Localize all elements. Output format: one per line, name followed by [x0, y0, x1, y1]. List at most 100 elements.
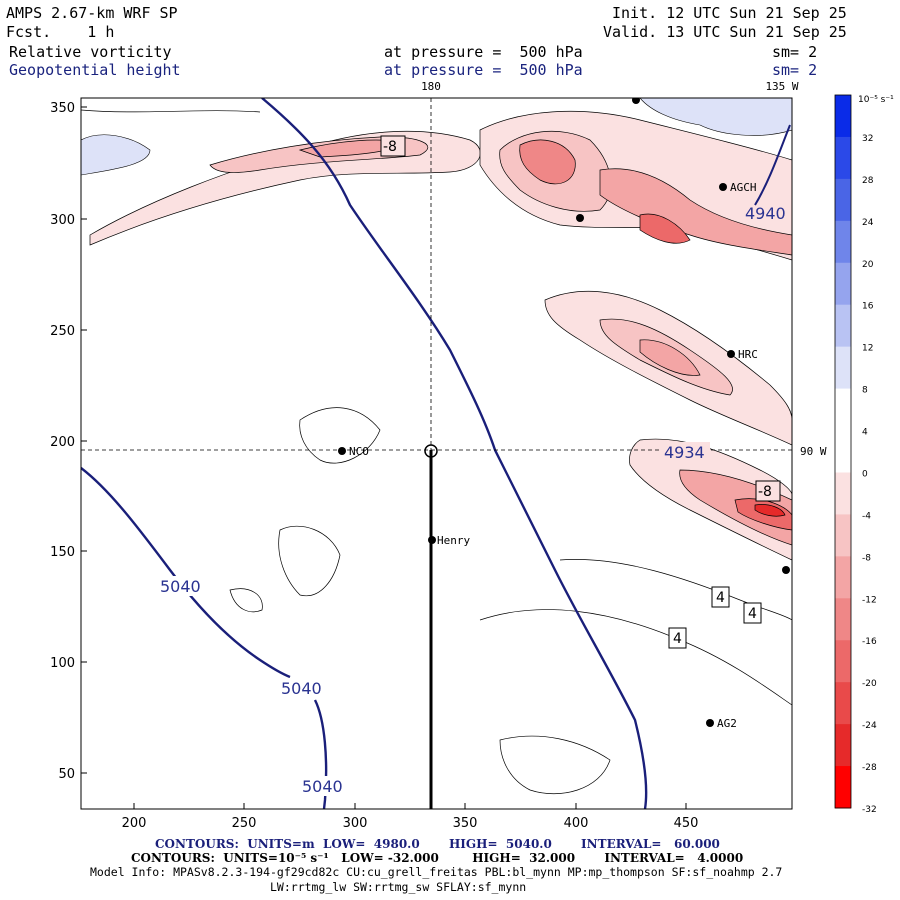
vorticity-label: -8 — [758, 484, 772, 500]
height-label: 5040 — [160, 577, 201, 596]
station-marker — [727, 350, 735, 358]
field1-smoothing: sm= 2 — [772, 43, 818, 61]
colorbar-swatch — [835, 514, 851, 557]
field2-name: Geopotential height — [9, 61, 181, 79]
y-tick-label: 50 — [58, 767, 75, 782]
model-title: AMPS 2.67-km WRF SP — [6, 4, 178, 22]
height-contour — [81, 467, 291, 679]
vorticity-label: -8 — [383, 139, 397, 155]
x-tick-label: 200 — [122, 816, 147, 831]
pole-marker — [424, 444, 438, 458]
colorbar-tick-label: 8 — [862, 386, 868, 396]
x-tick-label: 350 — [453, 816, 478, 831]
colorbar-tick-label: 16 — [862, 302, 874, 312]
lon-label-90w: 90 W — [800, 445, 827, 458]
vorticity-contour — [479, 609, 792, 706]
x-tick-labels: 200 250 300 350 400 450 — [122, 816, 699, 831]
footer-vorticity-contours: CONTOURS: UNITS=10⁻⁵ s⁻¹ LOW= -32.000 HI… — [131, 851, 744, 865]
lon-label-135w: 135 W — [765, 80, 798, 93]
colorbar-tick-label: -20 — [862, 679, 877, 689]
vorticity-negative-region — [639, 213, 691, 244]
plot-frame — [80, 97, 793, 810]
station-label-ag2: AG2 — [717, 717, 737, 730]
vorticity-positive-region — [81, 134, 151, 176]
height-label: 4934 — [664, 443, 705, 462]
y-tick-label: 250 — [50, 324, 75, 339]
lon-label-180: 180 — [421, 80, 441, 93]
footer-radiation-info: LW:rrtmg_lw SW:rrtmg_sw SFLAY:sf_mynn — [270, 880, 527, 894]
vorticity-label: 4 — [673, 631, 682, 647]
x-tick-label: 450 — [674, 816, 699, 831]
colorbar-tick-label: -8 — [862, 553, 871, 563]
x-tick-label: 400 — [564, 816, 589, 831]
color-bar: 32 28 24 20 16 12 8 4 0 -4 -8 -12 -16 -20 -24 -28 -32 — [834, 94, 877, 815]
colorbar-swatch — [835, 178, 851, 222]
colorbar-tick-label: 12 — [862, 344, 873, 354]
vorticity-label: 4 — [748, 606, 757, 622]
vorticity-contour — [499, 735, 611, 795]
station-marker — [782, 566, 790, 574]
colorbar-tick-label: 28 — [862, 176, 874, 186]
vorticity-contour — [81, 109, 261, 113]
vorticity-label: 4 — [716, 590, 725, 606]
field2-level: at pressure = 500 hPa — [384, 61, 583, 79]
vorticity-labels: -8 -8 4 4 4 — [380, 135, 781, 649]
colorbar-swatch — [835, 430, 851, 473]
colorbar-tick-label: -12 — [862, 595, 877, 605]
colorbar-swatch — [835, 136, 851, 180]
colorbar-tick-label: 24 — [862, 218, 874, 228]
vorticity-contour — [278, 525, 341, 597]
vorticity-negative-region — [639, 339, 701, 376]
colorbar-swatch — [835, 346, 851, 390]
colorbar-tick-label: -4 — [862, 511, 871, 521]
field1-level: at pressure = 500 hPa — [384, 43, 583, 61]
colorbar-tick-label: 32 — [862, 134, 873, 144]
colorbar-tick-label: 4 — [862, 428, 868, 438]
colorbar-frame — [834, 94, 852, 809]
init-time: Init. 12 UTC Sun 21 Sep 25 — [612, 4, 847, 22]
station-label-nco: NCO — [349, 445, 369, 458]
vorticity-contour — [229, 588, 263, 613]
colorbar-tick-label: 20 — [862, 260, 874, 270]
colorbar-swatch — [835, 304, 851, 348]
station-marker — [428, 536, 436, 544]
forecast-hour: Fcst. 1 h — [6, 23, 115, 41]
y-tick-label: 100 — [50, 656, 75, 671]
station-label-agch: AGCH — [730, 181, 757, 194]
y-tick-labels: 350 300 250 200 150 100 50 — [50, 101, 75, 782]
colorbar-swatch — [835, 640, 851, 683]
station-label-hrc: HRC — [738, 348, 758, 361]
height-label: 5040 — [281, 679, 322, 698]
station-labels: NCO Henry HRC AGCH AG2 — [349, 181, 758, 730]
y-axis-ticks — [81, 106, 87, 774]
station-marker — [719, 183, 727, 191]
vorticity-negative-region — [754, 504, 786, 517]
x-tick-label: 300 — [343, 816, 368, 831]
station-marker — [576, 214, 584, 222]
footer-height-contours: CONTOURS: UNITS=m LOW= 4980.0 HIGH= 5040… — [155, 837, 720, 851]
map-fields — [81, 98, 792, 809]
colorbar-swatch — [835, 556, 851, 599]
station-marker — [632, 98, 640, 104]
colorbar-swatch — [835, 598, 851, 641]
colorbar-swatch — [835, 220, 851, 264]
colorbar-swatch — [835, 766, 851, 809]
footer-model-info: Model Info: MPASv8.2.3-194-gf29cd82c CU:… — [90, 865, 783, 879]
colorbar-swatch — [835, 724, 851, 767]
y-tick-label: 350 — [50, 101, 75, 116]
x-axis-ticks — [133, 803, 687, 809]
colorbar-tick-label: 0 — [862, 469, 868, 479]
station-marker — [706, 719, 714, 727]
field2-smoothing: sm= 2 — [772, 61, 818, 79]
station-marker — [338, 447, 346, 455]
colorbar-swatch — [835, 472, 851, 515]
y-tick-label: 150 — [50, 545, 75, 560]
vorticity-negative-region — [519, 139, 576, 185]
field1-name: Relative vorticity — [9, 43, 172, 61]
vorticity-positive-region — [639, 98, 792, 136]
colorbar-tick-label: -32 — [862, 805, 877, 815]
x-tick-label: 250 — [232, 816, 257, 831]
height-label: 5040 — [302, 777, 343, 796]
height-label: 4940 — [745, 204, 786, 223]
